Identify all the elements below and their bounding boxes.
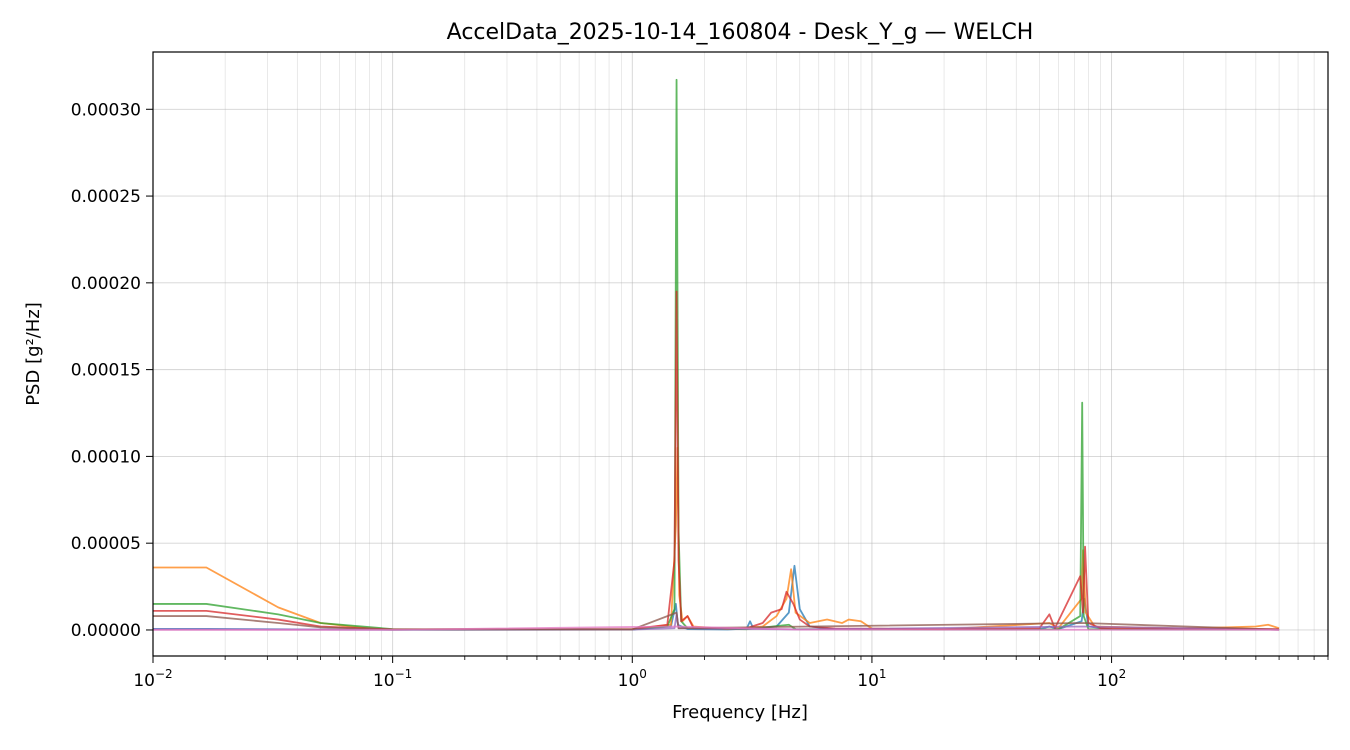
y-tick-label: 0.00020 (71, 274, 141, 294)
y-tick-label: 0.00015 (71, 361, 141, 381)
series-lines (153, 78, 1280, 631)
series-line-6 (153, 611, 1280, 631)
x-tick-label: 10−2 (133, 667, 172, 691)
y-tick-label: 0.00000 (71, 621, 141, 641)
x-axis-label: Frequency [Hz] (672, 702, 808, 723)
x-tick-label: 100 (618, 667, 647, 691)
axis-ticks: 10−2 10−1 100 101 102 0.00000 0.00005 0.00010 0.… (71, 100, 1329, 691)
x-tick-label: 102 (1097, 667, 1126, 691)
y-tick-label: 0.00010 (71, 447, 141, 467)
y-tick-label: 0.00005 (71, 534, 141, 554)
y-tick-label: 0.00025 (71, 187, 141, 207)
x-tick-label: 101 (857, 667, 886, 691)
grid (152, 52, 1329, 656)
chart-title: AccelData_2025-10-14_160804 - Desk_Y_g —… (447, 20, 1034, 45)
series-line-7 (153, 625, 1280, 631)
y-tick-label: 0.00030 (71, 100, 141, 120)
plot-frame (152, 51, 1329, 657)
series-line-3 (153, 78, 1280, 631)
x-tick-label: 10−1 (373, 667, 412, 691)
y-axis-label: PSD [g²/Hz] (23, 302, 44, 406)
